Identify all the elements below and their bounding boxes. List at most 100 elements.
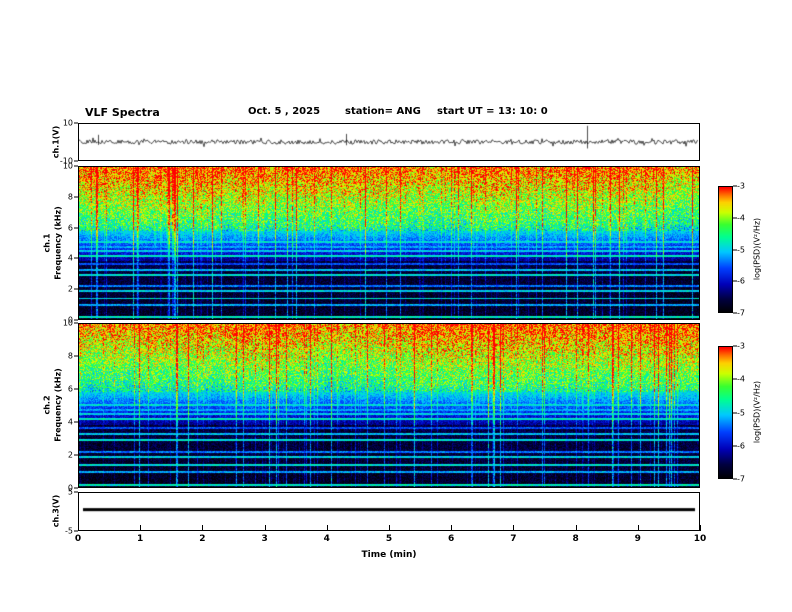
ch2-colorbar — [718, 346, 733, 479]
tick-mark — [74, 421, 78, 423]
tick-mark — [74, 257, 78, 259]
ch3-voltage-ytick-label: -5 — [65, 526, 73, 536]
tick-mark — [74, 491, 78, 493]
tick-mark — [74, 165, 78, 167]
ch1-colorbar-canvas — [719, 187, 732, 312]
ch2-channel-label: ch.2 — [42, 395, 52, 415]
tick-mark — [451, 525, 453, 531]
ch1-frequency-ytick-label: 6 — [67, 223, 73, 233]
tick-mark — [326, 525, 328, 531]
ch1-frequency-ytick-label: 4 — [67, 253, 73, 263]
ch2-frequency-axis-label: Frequency (kHz) — [53, 368, 63, 442]
ch3-voltage-panel — [78, 492, 700, 531]
page-title: VLF Spectra — [85, 106, 160, 119]
ch2-spectrogram-panel — [78, 323, 700, 488]
ch1-waveform-canvas — [79, 124, 699, 160]
ch2-frequency-ytick-label: 4 — [67, 417, 73, 427]
ch3-waveform-canvas — [79, 493, 699, 530]
ch2-colorbar-tick-label: -5 — [737, 408, 745, 417]
time-tick-label: 5 — [385, 534, 393, 544]
ch1-voltage-panel — [78, 123, 700, 161]
ch1-frequency-axis-label: Frequency (kHz) — [53, 206, 63, 280]
time-tick-label: 0 — [74, 534, 82, 544]
tick-mark — [78, 525, 79, 531]
tick-mark — [389, 525, 390, 531]
ch1-colorbar-tick-label: -6 — [737, 276, 745, 286]
ch2-colorbar-canvas — [719, 347, 732, 478]
tick-mark — [700, 525, 701, 531]
tick-mark — [733, 478, 737, 480]
tick-mark — [575, 525, 577, 531]
tick-mark — [513, 525, 515, 531]
tick-mark — [74, 288, 78, 290]
tick-mark — [733, 249, 737, 250]
ch2-colorbar-tick-label: -3 — [737, 341, 745, 351]
tick-mark — [74, 530, 78, 532]
time-tick-label: 4 — [323, 534, 330, 544]
ch2-frequency-ytick-label: 10 — [62, 318, 73, 328]
ch1-colorbar-tick-label: -5 — [737, 245, 745, 254]
tick-mark — [733, 345, 737, 347]
ch1-spectrogram-canvas — [79, 167, 699, 319]
tick-mark — [202, 525, 204, 531]
ch1-colorbar — [718, 186, 733, 313]
ch1-frequency-ytick-label: 2 — [67, 284, 73, 294]
ch1-colorbar-label: log(PSD)(V²/Hz) — [752, 217, 762, 281]
time-tick-label: 8 — [572, 534, 579, 544]
ch1-voltage-ytick-label: -10 — [59, 156, 73, 166]
tick-mark — [74, 487, 78, 489]
tick-mark — [637, 525, 639, 531]
tick-mark — [140, 525, 142, 531]
time-tick-label: 10 — [693, 534, 707, 544]
time-tick-label: 3 — [261, 534, 268, 544]
tick-mark — [733, 280, 737, 282]
station-label: station= ANG — [345, 106, 421, 117]
ch1-voltage-axis-label: ch.1(V) — [51, 125, 61, 159]
tick-mark — [74, 355, 78, 357]
ch1-colorbar-tick-label: -7 — [737, 308, 745, 318]
tick-mark — [733, 185, 737, 187]
ch1-spectrogram-panel — [78, 166, 700, 320]
ch2-frequency-ytick-label: 6 — [67, 384, 73, 394]
ch2-frequency-ytick-label: 8 — [67, 351, 73, 361]
tick-mark — [74, 319, 78, 321]
time-tick-label: 6 — [448, 534, 455, 544]
ch1-voltage-ytick-label: 10 — [62, 118, 73, 128]
ch1-channel-label: ch.1 — [42, 233, 52, 253]
tick-mark — [74, 322, 78, 324]
tick-mark — [74, 388, 78, 390]
time-tick-label: 9 — [634, 534, 641, 544]
date-label: Oct. 5 , 2025 — [248, 106, 321, 117]
tick-mark — [74, 160, 78, 162]
tick-mark — [74, 122, 78, 124]
ch1-frequency-ytick-label: 0 — [67, 315, 73, 325]
tick-mark — [74, 454, 78, 456]
start-ut-label: start UT = 13: 10: 0 — [437, 106, 548, 117]
tick-mark — [74, 227, 78, 229]
time-tick-label: 1 — [137, 534, 144, 544]
tick-mark — [733, 378, 737, 380]
ch1-frequency-ytick-label: 8 — [67, 192, 73, 202]
ch2-spectrogram-canvas — [79, 324, 699, 487]
ch2-frequency-ytick-label: 2 — [67, 450, 73, 460]
time-axis-label: Time (min) — [361, 550, 417, 560]
tick-mark — [264, 525, 266, 531]
time-tick-label: 7 — [510, 534, 517, 544]
ch2-colorbar-tick-label: -6 — [737, 441, 745, 451]
ch2-colorbar-tick-label: -4 — [737, 374, 745, 384]
ch3-voltage-axis-label: ch.3(V) — [51, 494, 61, 528]
time-tick-label: 2 — [199, 534, 206, 544]
tick-mark — [733, 412, 737, 413]
tick-mark — [74, 196, 78, 198]
ch1-colorbar-tick-label: -4 — [737, 213, 745, 223]
ch1-colorbar-tick-label: -3 — [737, 181, 745, 191]
tick-mark — [733, 445, 737, 447]
ch2-frequency-ytick-label: 0 — [67, 483, 73, 493]
ch3-voltage-ytick-label: 5 — [67, 487, 73, 497]
tick-mark — [733, 312, 737, 314]
ch2-colorbar-tick-label: -7 — [737, 474, 745, 484]
ch1-frequency-ytick-label: 10 — [62, 161, 73, 171]
tick-mark — [733, 217, 737, 219]
ch2-colorbar-label: log(PSD)(V²/Hz) — [752, 380, 762, 444]
